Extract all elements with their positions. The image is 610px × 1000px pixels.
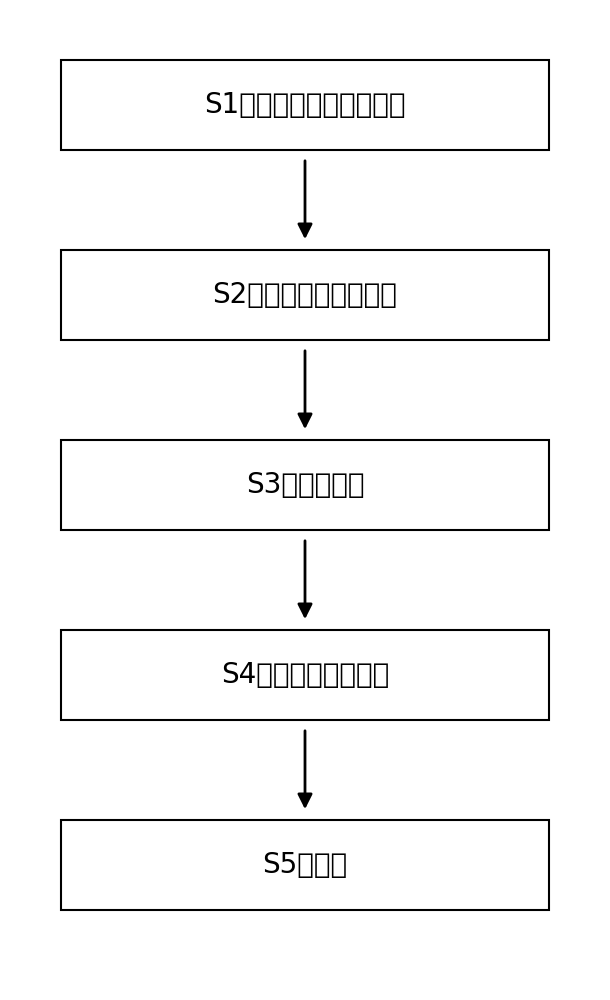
Bar: [61, 820, 549, 910]
Text: S5、轧制: S5、轧制: [262, 851, 348, 879]
Text: S1、板坡切割、表面处理: S1、板坡切割、表面处理: [204, 91, 406, 119]
Bar: [61, 250, 549, 340]
Text: S3、氬气保护: S3、氬气保护: [246, 471, 364, 499]
Bar: [61, 440, 549, 530]
Text: S2、复合板坡组装固定: S2、复合板坡组装固定: [212, 281, 398, 309]
Bar: [61, 630, 549, 720]
Text: S4、复合板感应加热: S4、复合板感应加热: [221, 661, 389, 689]
Bar: [61, 60, 549, 150]
